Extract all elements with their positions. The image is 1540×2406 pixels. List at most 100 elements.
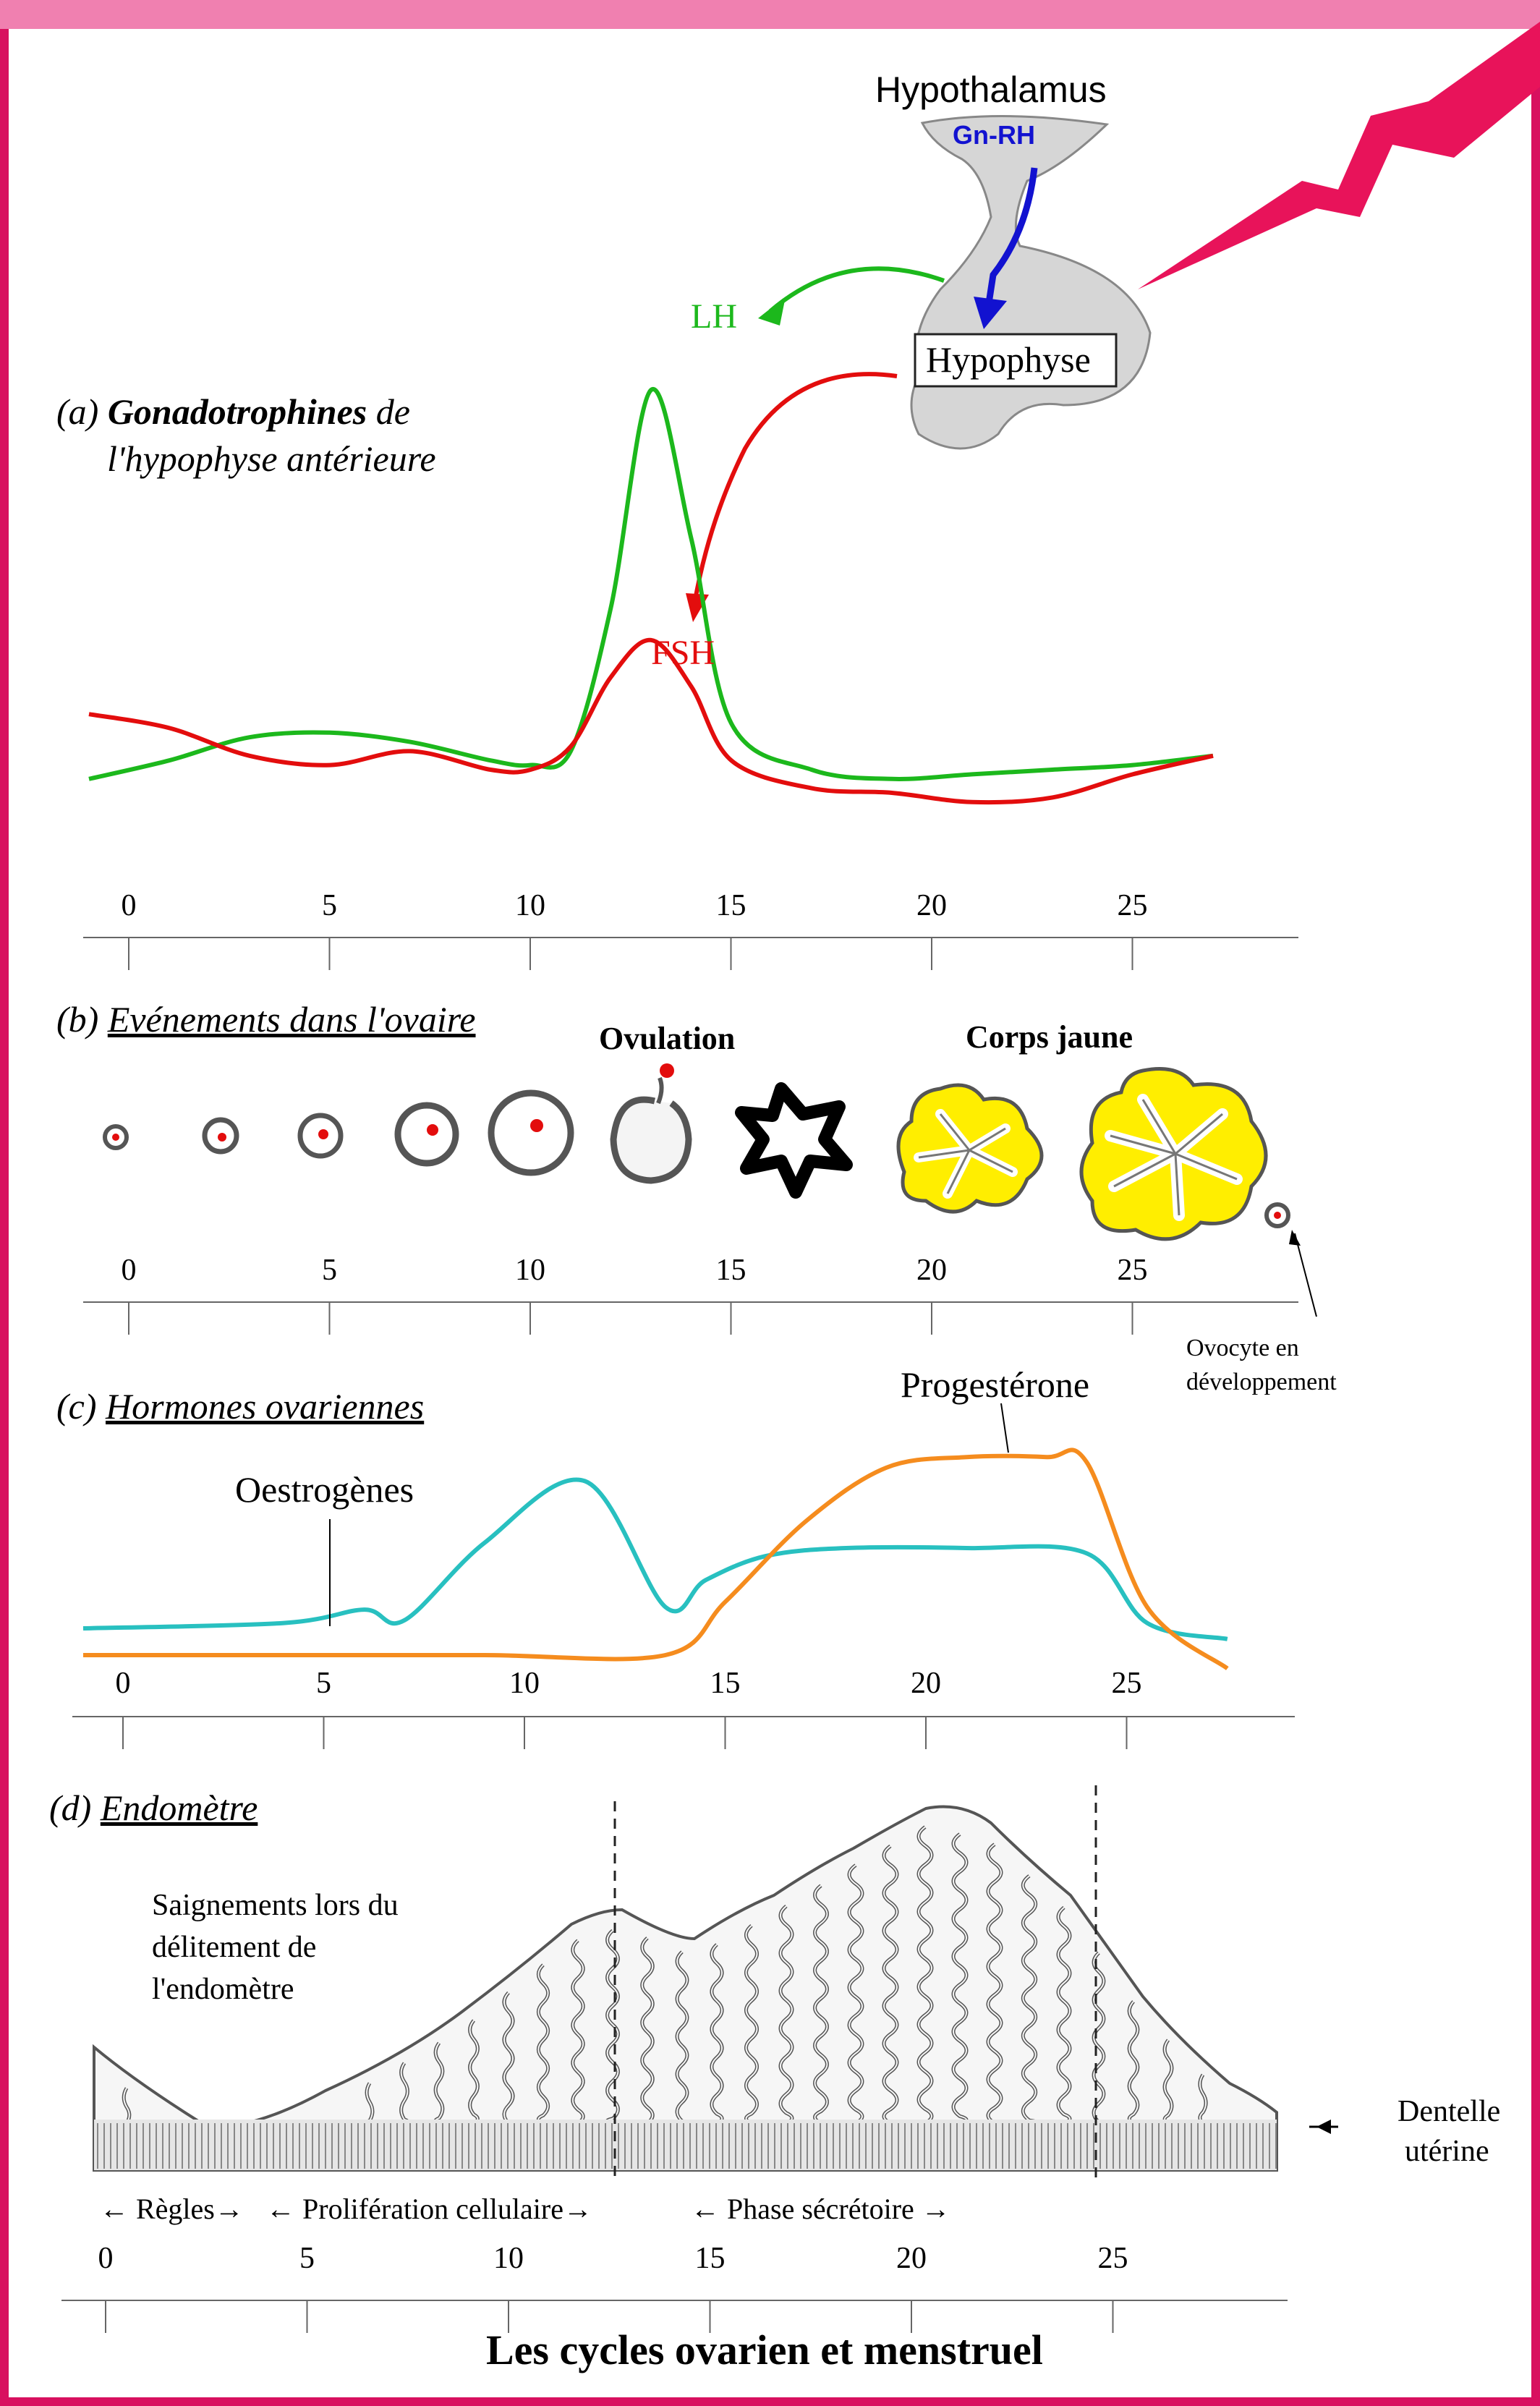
follicle-day-5 [297, 1113, 344, 1159]
tick-label-0: 0 [98, 2242, 114, 2275]
series-line-lh [88, 387, 1214, 781]
proliferation-label: ← Prolifération cellulaire→ [266, 2193, 592, 2225]
panel-d-title: (d) Endomètre [49, 1787, 258, 1829]
uterine-gland-lumen [883, 1845, 898, 2124]
panel-d-title-text: Endomètre [100, 1788, 258, 1828]
tick-label-5: 5 [299, 2242, 315, 2275]
lh-arrowhead [758, 297, 786, 326]
uterine-gland-lumen [676, 1951, 688, 2124]
tick-label-10: 10 [515, 1254, 545, 1287]
dentelle-label-2: utérine [1405, 2135, 1489, 2168]
uterine-gland-lumen [1058, 1907, 1071, 2124]
panel-b-title: (b) Evénements dans l'ovaire [56, 998, 476, 1040]
tick-label-5: 5 [322, 889, 337, 922]
progesterone-pointer [1000, 1403, 1009, 1453]
series-line-oestrogenes [82, 1477, 1228, 1641]
uterine-gland-lumen [1199, 2074, 1207, 2124]
tick-label-0: 0 [121, 1254, 137, 1287]
fsh-arrow [692, 372, 898, 605]
uterine-gland-lumen [1093, 1952, 1105, 2124]
tick-label-25: 25 [1117, 889, 1148, 922]
uterine-gland-lumen [780, 1905, 793, 2124]
tick-label-15: 15 [710, 1667, 741, 1700]
tick-label-25: 25 [1117, 1254, 1148, 1287]
tick-label-20: 20 [911, 1667, 941, 1700]
uterine-gland-lumen [1164, 2039, 1173, 2124]
gnrh-arrowhead [974, 297, 1007, 329]
tick-label-10: 10 [509, 1667, 540, 1700]
panel-c-prefix: (c) [56, 1386, 97, 1427]
panel-b-prefix: (b) [56, 999, 99, 1040]
follicle-day-7 [394, 1102, 459, 1167]
gnrh-label: Gn-RH [953, 120, 1035, 150]
oestrogenes-label: Oestrogènes [235, 1469, 414, 1510]
oocyte-pointer-head [1289, 1230, 1301, 1246]
tick-label-10: 10 [493, 2242, 524, 2275]
tick-label-0: 0 [115, 1667, 131, 1700]
regles-label: ← Règles→ [100, 2193, 244, 2225]
tick-label-15: 15 [694, 2242, 726, 2275]
oocyte-pointer [1294, 1233, 1317, 1317]
tick-label-20: 20 [916, 889, 947, 922]
bleeding-label-1: Saignements lors du [152, 1889, 399, 1922]
panel-a-prefix: (a) [56, 391, 99, 432]
uterine-gland-lumen [537, 1964, 549, 2124]
fsh-label: FSH [651, 634, 715, 672]
hypophyse-label: Hypophyse [926, 339, 1091, 380]
uterine-gland-lumen [848, 1864, 863, 2124]
lightning-bolt [1138, 22, 1540, 289]
uterine-gland-lumen [710, 1944, 723, 2124]
ovocyte-label-2: développement [1186, 1369, 1337, 1395]
day-axes [61, 937, 1298, 2333]
uterine-gland-lumen [123, 2087, 130, 2124]
gonadotrophin-curves [88, 387, 1214, 805]
tick-label-25: 25 [1097, 2242, 1128, 2275]
tick-label-15: 15 [715, 889, 746, 922]
uterine-gland-lumen [469, 2020, 479, 2124]
progesterone-label: Progestérone [901, 1364, 1090, 1405]
gnrh-arrow [984, 167, 1038, 313]
basal-layer [94, 2120, 1277, 2170]
panel-a-subtitle: l'hypophyse antérieure [107, 438, 436, 479]
panel-d-prefix: (d) [49, 1788, 92, 1828]
series-line-progesterone [82, 1448, 1229, 1670]
tick-label-25: 25 [1111, 1667, 1142, 1700]
bleeding-label-3: l'endomètre [152, 1973, 294, 2006]
corps-jaune-label: Corps jaune [966, 1019, 1133, 1055]
hypothalamus-label: Hypothalamus [875, 69, 1107, 110]
tick-label-15: 15 [715, 1254, 746, 1287]
follicle-day-0 [103, 1124, 129, 1150]
uterine-gland-lumen [1128, 2001, 1139, 2124]
follicle-day-2 [202, 1117, 239, 1155]
lh-label: LH [691, 297, 737, 336]
lh-arrow [769, 266, 945, 313]
tick-label-20: 20 [896, 2242, 927, 2275]
uterine-gland-lumen [641, 1937, 654, 2124]
uterine-gland-lumen [1022, 1875, 1037, 2124]
secretoire-label: ← Phase sécrétoire → [691, 2193, 950, 2225]
uterine-gland-lumen [571, 1939, 584, 2124]
tick-label-0: 0 [121, 889, 137, 922]
uterine-glands [122, 1825, 1208, 2125]
hypophyse-box [914, 333, 1118, 388]
pituitary-shape [910, 114, 1152, 450]
follicle-day-10 [488, 1089, 574, 1176]
series-line-fsh [88, 637, 1214, 805]
panel-c-title: (c) Hormones ovariennes [56, 1385, 424, 1427]
uterine-gland-lumen [987, 1843, 1002, 2124]
corpus-luteum-large [1079, 1067, 1268, 1241]
footer-title: Les cycles ovarien et menstruel [486, 2326, 1043, 2373]
tick-label-5: 5 [322, 1254, 337, 1287]
uterine-gland-lumen [953, 1833, 967, 2124]
bleeding-label-2: délitement de [152, 1931, 317, 1964]
ovulation-label: Ovulation [599, 1021, 736, 1056]
ruptured-follicle [735, 1082, 853, 1199]
panel-a-title-bold: Gonadotrophines [107, 391, 367, 432]
panel-a-title: (a) Gonadotrophines de [56, 391, 410, 433]
ovulating-follicle [610, 1063, 692, 1184]
ovarian-follicles [103, 1063, 1317, 1317]
uterine-gland-lumen [435, 2042, 443, 2124]
corpus-luteum-small [896, 1083, 1044, 1214]
